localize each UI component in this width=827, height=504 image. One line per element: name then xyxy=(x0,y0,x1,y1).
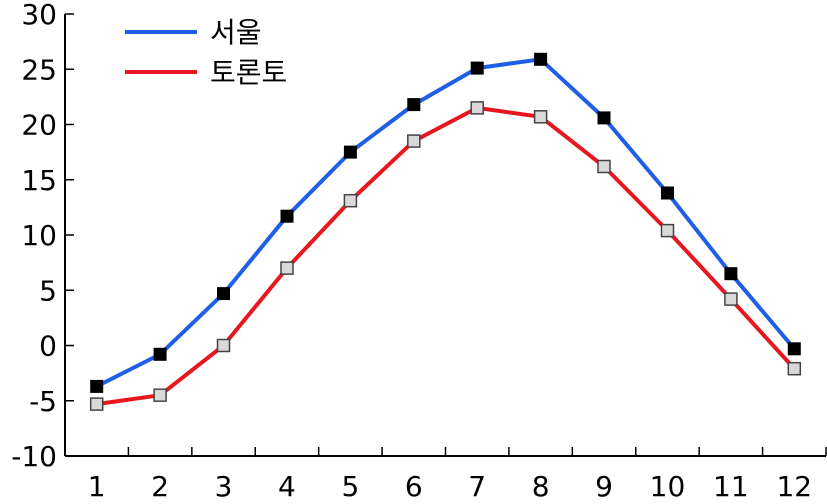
series-1-point xyxy=(280,209,294,223)
series-2-point xyxy=(407,134,421,148)
series-2-point xyxy=(153,388,167,402)
y-tick-label: 5 xyxy=(39,274,57,307)
series-2-point xyxy=(724,292,738,306)
series-1-point xyxy=(90,379,104,393)
x-tick-label: 9 xyxy=(595,470,613,503)
series-2-point xyxy=(89,397,104,411)
series-1-point xyxy=(661,186,674,200)
series-1-point xyxy=(343,145,357,159)
series-line-2 xyxy=(94,105,797,407)
legend-label-2: 토론토 xyxy=(210,56,287,89)
y-tick-label: 10 xyxy=(21,219,57,252)
series-2-point xyxy=(597,159,611,174)
series-2-point xyxy=(280,261,294,275)
x-tick-label: 11 xyxy=(713,470,749,503)
series-layer xyxy=(89,52,802,411)
series-2-point xyxy=(533,110,548,124)
series-1-point xyxy=(787,342,801,356)
series-1-point xyxy=(534,52,548,66)
x-tick-label: 1 xyxy=(88,470,106,503)
x-tick-label: 4 xyxy=(278,470,296,503)
x-tick-label: 3 xyxy=(215,470,233,503)
y-tick-label: 25 xyxy=(21,53,57,86)
series-1-point xyxy=(724,267,738,281)
y-tick-label: 0 xyxy=(39,330,57,363)
series-1-point xyxy=(597,111,611,125)
y-tick-label: 15 xyxy=(21,164,57,197)
series-1-point xyxy=(153,347,167,361)
y-tick-label: 30 xyxy=(21,0,57,31)
series-1-point xyxy=(217,287,230,301)
series-line-1 xyxy=(94,57,797,389)
x-tick-label: 2 xyxy=(151,470,169,503)
y-tick-label: -10 xyxy=(11,440,57,473)
x-tick-label: 10 xyxy=(650,470,686,503)
y-tick-label: -5 xyxy=(29,385,57,418)
series-1-point xyxy=(470,61,484,75)
series-2-point xyxy=(216,338,231,353)
x-tick-label: 6 xyxy=(405,470,423,503)
x-tick-label: 8 xyxy=(532,470,550,503)
series-2-point xyxy=(787,361,802,376)
series-2-point xyxy=(343,193,358,208)
series-1-point xyxy=(407,98,421,112)
x-tick-label: 12 xyxy=(776,470,812,503)
y-tick-label: 20 xyxy=(21,109,57,142)
legend-label-1: 서울 xyxy=(210,16,262,49)
x-tick-label: 7 xyxy=(468,470,486,503)
series-2-point xyxy=(660,223,675,238)
x-tick-label: 5 xyxy=(341,470,359,503)
series-2-point xyxy=(470,101,484,115)
